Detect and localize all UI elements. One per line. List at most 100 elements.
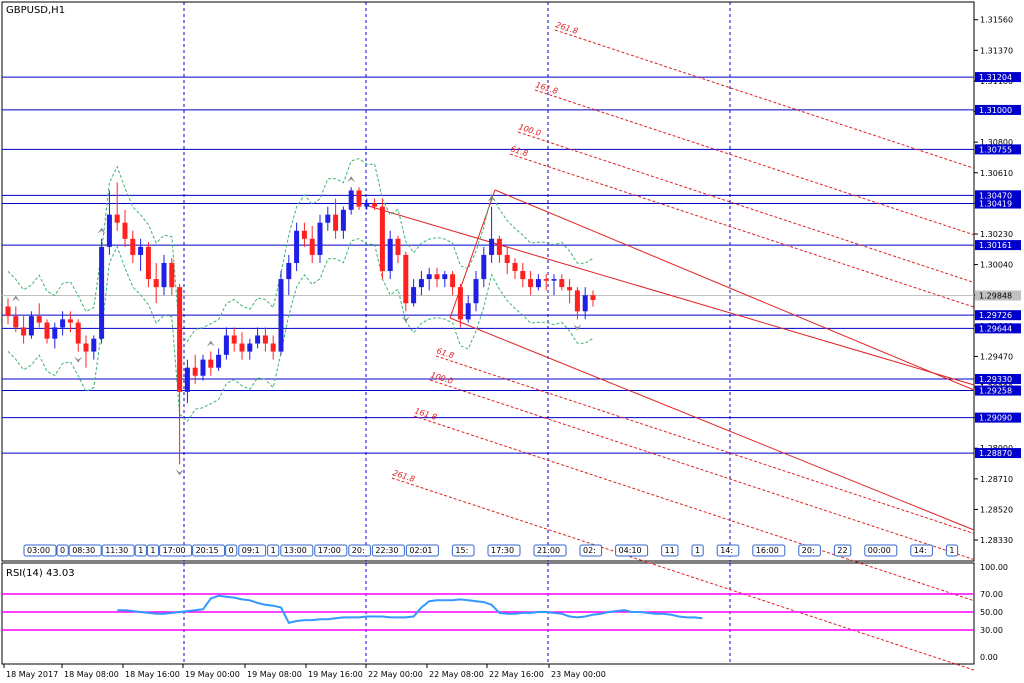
candle-body: [590, 295, 596, 301]
time-marker-label: 14:: [914, 546, 927, 555]
candle-body: [44, 322, 50, 339]
time-marker-label: 15:: [455, 546, 468, 555]
time-marker-tag: [101, 544, 135, 557]
time-axis-label: 22 May 16:00: [489, 670, 544, 679]
candle-body: [122, 222, 128, 239]
level-price-label: 1.31204: [979, 73, 1012, 82]
candle-body: [60, 319, 66, 328]
candle: [255, 327, 261, 349]
candle: [67, 311, 73, 333]
candle-body: [543, 279, 549, 281]
time-marker-tag: [487, 544, 521, 557]
price-tick-label: 1.30800: [980, 138, 1013, 147]
level-price-label: 1.31000: [979, 106, 1012, 115]
fractal-up-arrow: [97, 227, 106, 234]
candle: [44, 319, 50, 344]
level-price-label: 1.29090: [979, 414, 1012, 423]
candle: [192, 354, 198, 384]
candle: [543, 274, 549, 291]
level-price-label: 1.30161: [979, 241, 1012, 250]
fib-expansion-line: [517, 131, 975, 283]
candle-body: [481, 254, 487, 280]
candle: [442, 271, 448, 288]
candle: [489, 206, 495, 263]
level-price-tag: [975, 144, 1021, 155]
time-marker-label: 11:30: [105, 546, 128, 555]
fractal-down-arrow: [573, 324, 582, 331]
candle-body: [161, 262, 167, 288]
candle-body: [223, 335, 229, 355]
time-axis-label: 19 May 00:00: [185, 670, 240, 679]
envelope-upper-band: [7, 157, 594, 343]
candle: [200, 354, 206, 381]
current-price-label: 1.29848: [979, 292, 1012, 301]
candle: [138, 238, 144, 272]
candle: [13, 306, 19, 333]
level-price-tag: [975, 190, 1021, 201]
time-marker-label: 0: [229, 546, 234, 555]
fib-expansion-line: [391, 477, 975, 671]
candle: [520, 262, 526, 288]
candle-body: [200, 359, 206, 376]
level-price-tag: [975, 448, 1021, 459]
candle-body: [169, 262, 175, 288]
candle: [247, 338, 253, 360]
time-marker-tag: [23, 544, 57, 557]
time-marker-tag: [280, 544, 314, 557]
candle: [28, 311, 34, 339]
candle-body: [551, 279, 557, 281]
rsi-panel-frame: [1, 562, 975, 665]
candle: [184, 359, 190, 404]
level-price-label: 1.30470: [979, 191, 1012, 200]
pitchfork-line: [449, 317, 975, 531]
candle: [301, 222, 307, 247]
time-marker-label: 20:: [352, 546, 365, 555]
time-marker-tag: [945, 544, 959, 557]
time-marker-label: 20:15: [196, 546, 219, 555]
candle: [106, 190, 112, 255]
candle: [262, 327, 268, 352]
time-marker-label: 1: [949, 546, 954, 555]
rsi-axis-label: 30.00: [980, 626, 1003, 635]
level-price-tag: [975, 385, 1021, 396]
candle: [294, 222, 300, 272]
candle: [364, 198, 370, 210]
candle: [333, 198, 339, 239]
level-price-tag: [975, 310, 1021, 321]
pitchfork-handle-line: [449, 189, 496, 319]
time-marker-tag: [716, 544, 740, 557]
candle-body: [559, 279, 565, 288]
fib-expansion-line: [554, 29, 975, 169]
time-marker-tag: [68, 544, 102, 557]
candle-body: [28, 316, 34, 336]
time-marker-label: 21:00: [537, 546, 560, 555]
candle: [114, 182, 120, 231]
candle-body: [106, 214, 112, 247]
time-axis-label: 19 May 08:00: [247, 670, 302, 679]
time-marker-tag: [192, 544, 226, 557]
candle-body: [535, 279, 541, 288]
candle-body: [457, 287, 463, 320]
candle: [161, 254, 167, 296]
candle-body: [75, 322, 81, 344]
candle: [216, 348, 222, 371]
level-price-label: 1.29726: [979, 311, 1012, 320]
pitchfork-line: [494, 189, 975, 391]
fib-expansion-line: [413, 415, 975, 602]
candle: [317, 214, 323, 263]
candle: [418, 271, 424, 296]
time-marker-label: 17:00: [318, 546, 341, 555]
candle: [5, 298, 11, 325]
candle: [496, 235, 502, 263]
candle: [223, 327, 229, 360]
candle: [99, 238, 105, 344]
price-tick-label: 1.30230: [980, 230, 1013, 239]
candle-body: [184, 367, 190, 392]
candle: [372, 198, 378, 210]
candle-body: [426, 274, 432, 280]
candle: [395, 235, 401, 263]
time-marker-tag: [314, 544, 348, 557]
time-marker-label: 08:30: [72, 546, 95, 555]
candle-body: [67, 319, 73, 323]
